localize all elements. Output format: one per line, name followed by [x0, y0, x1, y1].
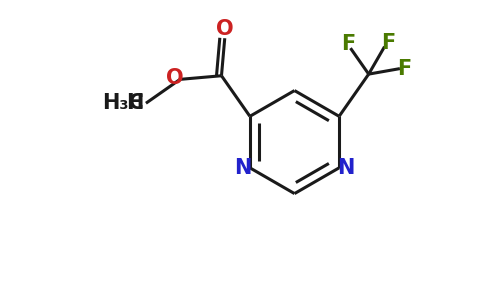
Text: F: F [341, 34, 356, 54]
Text: O: O [166, 68, 184, 88]
Text: O: O [216, 19, 234, 39]
Text: F: F [381, 33, 395, 53]
Text: F: F [397, 58, 411, 79]
Text: N: N [337, 158, 355, 178]
Text: H₃C: H₃C [102, 93, 144, 113]
Text: N: N [234, 158, 252, 178]
Text: H: H [127, 93, 144, 113]
